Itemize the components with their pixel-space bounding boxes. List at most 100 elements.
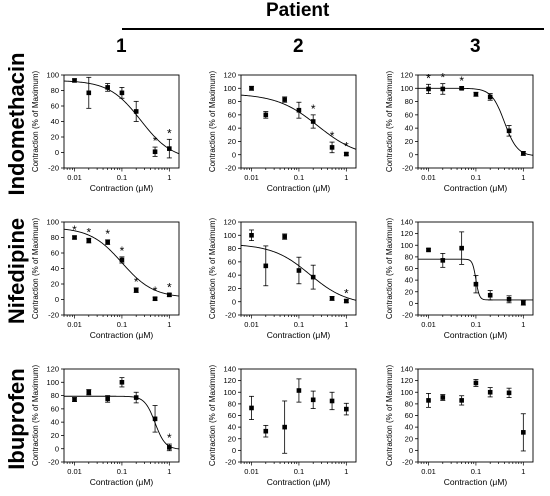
data-point [521, 430, 526, 435]
y-tick-label: 100 [223, 231, 236, 240]
data-point [487, 389, 493, 395]
x-tick-label: 0.01 [421, 173, 436, 182]
y-tick-label: 80 [405, 97, 413, 106]
data-point [152, 416, 158, 422]
y-axis-label: Contraction (% of Maximum) [385, 70, 394, 172]
panel-ibuprofen-patient-2: -20 0 20 40 60 80 100 120 140 0.01 0.1 1 Contraction… [208, 364, 357, 487]
data-point [249, 232, 254, 238]
significance-star: * [167, 280, 172, 294]
data-point [133, 287, 139, 293]
y-tick-label: 80 [51, 86, 59, 95]
y-tick-label: 0 [55, 444, 59, 453]
y-tick-label: 0 [55, 295, 59, 304]
significance-star: * [459, 74, 464, 88]
y-tick-label: 40 [228, 271, 236, 280]
y-tick-label: 60 [51, 102, 59, 111]
y-axis-label: Contraction (% of Maximum) [385, 217, 394, 319]
data-point [329, 145, 335, 150]
data-point [249, 85, 254, 91]
data-point [426, 86, 431, 92]
data-point [296, 268, 302, 273]
y-tick-label: 20 [228, 137, 236, 146]
y-tick-label: 40 [51, 264, 59, 273]
y-tick-label: 40 [51, 117, 59, 126]
y-tick-label: 140 [400, 218, 413, 227]
y-tick-label: 100 [400, 388, 413, 397]
data-point [329, 398, 335, 404]
data-point [282, 424, 287, 430]
y-tick-label: 140 [223, 365, 236, 374]
data-point [119, 379, 125, 385]
data-point [282, 97, 287, 102]
x-tick-label: 0.1 [471, 320, 481, 329]
data-point [506, 297, 512, 302]
y-tick-label: 40 [228, 423, 236, 432]
x-axis-label: Contraction (μM) [90, 477, 154, 487]
y-tick-label: 60 [51, 404, 59, 413]
x-tick-label: 1 [344, 320, 348, 329]
y-axis-label: Contraction (% of Maximum) [31, 217, 40, 319]
y-tick-label: 80 [228, 399, 236, 408]
y-tick-label: 20 [51, 280, 59, 289]
plot-frame [417, 74, 534, 169]
x-tick-label: 0.1 [117, 173, 127, 182]
x-tick-label: 0.01 [67, 320, 82, 329]
y-tick-label: 20 [228, 434, 236, 443]
data-point [459, 398, 464, 403]
plot-frame [240, 368, 357, 463]
significance-star: * [72, 223, 77, 237]
x-tick-label: 0.01 [244, 467, 259, 476]
figure-header: Patient [266, 0, 330, 21]
data-point [473, 91, 479, 97]
y-tick-label: 140 [400, 365, 413, 374]
x-axis-label: Contraction (μM) [267, 330, 331, 340]
data-point [310, 274, 316, 280]
x-axis-label: Contraction (μM) [90, 183, 154, 193]
data-point [167, 445, 172, 450]
data-point [86, 389, 92, 395]
y-tick-label: 0 [55, 148, 59, 157]
data-point [296, 388, 302, 393]
significance-star: * [167, 431, 172, 445]
y-tick-label: 0 [409, 446, 413, 455]
significance-star: * [134, 275, 139, 289]
y-tick-label: 20 [228, 284, 236, 293]
y-tick-label: 40 [228, 124, 236, 133]
plot-frame [417, 221, 534, 316]
data-point [86, 238, 92, 243]
y-tick-label: 40 [405, 276, 413, 285]
data-point [487, 292, 493, 298]
plot-frame [63, 221, 180, 316]
panel-indomethacin-patient-3: -20 0 20 40 60 80 100 120 0.01 0.1 1 Contraction (μ… [385, 70, 534, 193]
significance-star: * [440, 71, 445, 85]
y-tick-label: 120 [46, 365, 59, 374]
y-axis-label: Contraction (% of Maximum) [385, 364, 394, 466]
x-axis-label: Contraction (μM) [444, 477, 508, 487]
y-tick-label: 60 [405, 110, 413, 119]
panel-ibuprofen-patient-1: -20 0 20 40 60 80 100 120 0.01 0.1 1 Contraction (μ… [31, 364, 180, 487]
x-tick-label: 1 [167, 320, 171, 329]
data-point [426, 247, 431, 253]
x-tick-label: 0.1 [294, 467, 304, 476]
y-axis-label: Contraction (% of Maximum) [208, 70, 217, 172]
y-tick-label: 60 [228, 411, 236, 420]
y-tick-label: 80 [51, 233, 59, 242]
fit-curve [240, 94, 357, 150]
x-tick-label: 0.01 [244, 173, 259, 182]
data-point [119, 257, 125, 263]
y-axis-label: Contraction (% of Maximum) [31, 70, 40, 172]
significance-star: * [153, 134, 158, 148]
data-point [133, 109, 139, 114]
y-tick-label: 80 [405, 252, 413, 261]
x-axis-label: Contraction (μM) [444, 330, 508, 340]
data-point [473, 281, 479, 287]
data-point [440, 395, 446, 400]
x-tick-label: 0.01 [67, 173, 82, 182]
data-point [72, 78, 77, 83]
patient-2-label: 2 [293, 36, 304, 57]
y-tick-label: -20 [225, 458, 236, 467]
data-point [426, 398, 431, 403]
data-point [506, 128, 512, 134]
y-tick-label: 20 [405, 287, 413, 296]
data-point [459, 85, 464, 91]
